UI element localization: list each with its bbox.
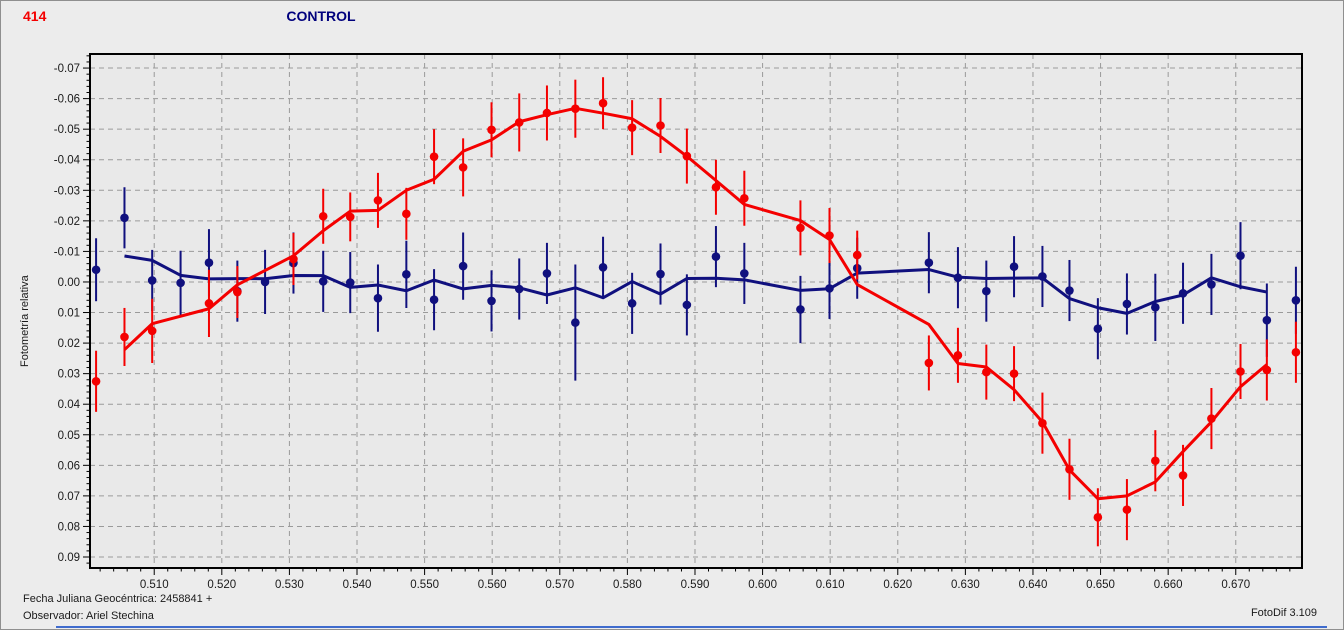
svg-text:-0.04: -0.04 <box>54 155 81 167</box>
svg-text:0.09: 0.09 <box>58 552 80 564</box>
svg-text:0.02: 0.02 <box>58 338 80 350</box>
svg-text:-0.05: -0.05 <box>54 124 80 136</box>
svg-text:0.630: 0.630 <box>951 579 980 591</box>
svg-text:0.04: 0.04 <box>58 399 81 411</box>
svg-text:0.530: 0.530 <box>275 579 304 591</box>
series-CONTROL-points <box>91 213 1301 334</box>
svg-text:0.570: 0.570 <box>545 579 574 591</box>
svg-text:0.06: 0.06 <box>58 460 80 472</box>
x-tick-labels: 0.510 0.520 0.530 0.540 0.550 0.560 0.570 0.580… <box>140 579 1250 591</box>
plot-frame <box>89 53 1303 569</box>
observer-label: Observador: Ariel Stechina <box>23 610 154 622</box>
svg-text:-0.06: -0.06 <box>54 94 80 106</box>
svg-text:0.560: 0.560 <box>478 579 507 591</box>
svg-text:0.550: 0.550 <box>410 579 439 591</box>
chart-title: CONTROL <box>286 8 356 24</box>
svg-text:0.590: 0.590 <box>681 579 710 591</box>
svg-text:0.01: 0.01 <box>58 308 80 320</box>
svg-text:0.670: 0.670 <box>1221 579 1250 591</box>
svg-text:0.00: 0.00 <box>58 277 80 289</box>
svg-text:0.640: 0.640 <box>1019 579 1048 591</box>
svg-text:0.08: 0.08 <box>58 521 80 533</box>
object-number-label: 414 <box>23 8 47 24</box>
svg-text:0.510: 0.510 <box>140 579 169 591</box>
svg-text:-0.03: -0.03 <box>54 185 80 197</box>
plot-area <box>90 54 1302 568</box>
y-tick-labels: -0.07 -0.06 -0.05 -0.04 -0.03 -0.02 -0.01 0.00 0… <box>54 63 81 564</box>
svg-text:0.07: 0.07 <box>58 491 80 503</box>
svg-text:0.540: 0.540 <box>343 579 372 591</box>
svg-text:0.05: 0.05 <box>58 430 80 442</box>
svg-text:-0.01: -0.01 <box>54 246 80 258</box>
julian-date-label: Fecha Juliana Geocéntrica: 2458841 + <box>23 593 213 605</box>
app-version-label: FotoDif 3.109 <box>1250 607 1317 619</box>
svg-text:-0.07: -0.07 <box>54 63 80 75</box>
svg-text:0.620: 0.620 <box>883 579 912 591</box>
svg-text:0.660: 0.660 <box>1154 579 1183 591</box>
series-414-points <box>91 98 1301 522</box>
svg-text:0.580: 0.580 <box>613 579 642 591</box>
svg-text:0.600: 0.600 <box>748 579 777 591</box>
svg-text:-0.02: -0.02 <box>54 216 80 228</box>
light-curve-chart: 0.510 0.520 0.530 0.540 0.550 0.560 0.570 0.580… <box>54 53 1303 591</box>
window-bottom-accent <box>56 626 1327 628</box>
svg-text:0.610: 0.610 <box>816 579 845 591</box>
svg-text:0.520: 0.520 <box>207 579 236 591</box>
svg-text:0.03: 0.03 <box>58 369 80 381</box>
series-CONTROL-fit-line <box>124 254 1268 315</box>
svg-text:0.650: 0.650 <box>1086 579 1115 591</box>
